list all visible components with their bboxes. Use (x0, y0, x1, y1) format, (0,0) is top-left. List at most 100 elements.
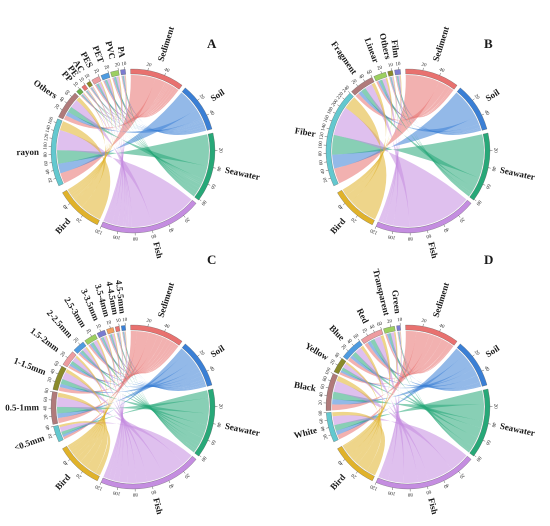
tick-mark (474, 199, 477, 202)
ribbon-yellow-to-seawater (341, 367, 483, 428)
tick-mark (427, 486, 429, 490)
source-arc-rayon (50, 118, 64, 187)
tick-mark (342, 203, 346, 206)
tick-label: 80 (319, 151, 324, 157)
ribbon-rayon-to-soil (58, 92, 197, 174)
tick-mark (326, 427, 329, 429)
source-label-red: Red (355, 307, 371, 325)
tick-mark (77, 86, 80, 89)
tick-label: 20 (183, 472, 190, 479)
ribbon-others-to-sediment (389, 77, 452, 118)
source-label-linear: Linear (363, 36, 381, 64)
target-label-sediment: Sediment (431, 281, 451, 318)
source-arc-linear (373, 71, 388, 82)
target-arc-seawater (194, 388, 216, 457)
chord-panel-a: A2040Sediment2040Soil20406080Seawater204… (16, 25, 260, 259)
ribbon-pp-to-bird (74, 92, 107, 201)
source-arc-pes (91, 76, 102, 85)
tick-label: 40 (320, 168, 326, 175)
source-arc-pp (76, 88, 84, 96)
tick-label: 20 (44, 414, 50, 420)
tick-label: 100 (112, 233, 121, 239)
target-label-soil: Soil (484, 343, 502, 360)
source-arc-2-5-3mm (84, 334, 98, 345)
target-arc-bird (337, 189, 375, 226)
tick-mark (107, 70, 109, 73)
tick-label: 240 (342, 85, 351, 94)
tick-label: 40 (483, 366, 490, 373)
tick-mark (83, 82, 86, 85)
tick-label: 20 (198, 94, 205, 101)
tick-label: 20 (362, 328, 369, 335)
tick-label: 20 (473, 350, 480, 357)
tick-label: 20 (48, 176, 55, 183)
ribbon-blue-to-sediment (347, 335, 443, 379)
tick-mark (99, 482, 102, 485)
tick-mark (342, 97, 345, 100)
tick-label: 60 (425, 232, 432, 238)
ribbon-film-to-fish (378, 75, 402, 223)
target-label-fish: Fish (426, 497, 440, 515)
ribbon-yellow-to-soil (340, 364, 474, 389)
source-label-green: Green (390, 289, 403, 314)
panel-letter: B (484, 36, 493, 51)
target-arc-sediment (130, 68, 183, 90)
tick-mark (458, 215, 461, 218)
tick-mark (199, 199, 202, 202)
tick-label: 20 (183, 216, 190, 223)
target-label-soil: Soil (484, 87, 502, 104)
tick-label: 20 (48, 432, 55, 439)
tick-label: 20 (198, 350, 205, 357)
tick-label: 120 (369, 483, 378, 491)
tick-label: 40 (46, 168, 52, 175)
tick-mark (356, 84, 358, 87)
tick-label: 40 (337, 203, 344, 210)
tick-label: 80 (474, 455, 481, 462)
tick-label: 100 (387, 489, 396, 495)
tick-label: 40 (321, 425, 327, 432)
ribbon-3-5-4mm-to-sediment (108, 334, 177, 374)
source-label-0-5-1mm: 0.5-1mm (5, 402, 39, 412)
tick-label: 40 (163, 68, 170, 75)
tick-label: 160 (48, 116, 55, 125)
source-arc-1-5-2mm (62, 351, 77, 368)
tick-mark (458, 471, 461, 474)
source-arc-4-5-5mm (121, 325, 126, 331)
tick-mark (325, 387, 329, 389)
tick-mark (67, 203, 71, 206)
tick-label: 80 (319, 410, 324, 416)
target-arc-sediment (130, 324, 183, 346)
tick-mark (481, 113, 485, 116)
ribbon-1-5-2mm-to-bird (75, 355, 106, 462)
source-arc-pet (100, 72, 111, 81)
ribbon-fragment-to-sediment (355, 81, 447, 121)
tick-mark (65, 355, 68, 358)
ribbon-yellow-to-sediment (339, 334, 435, 385)
tick-label: 60 (54, 360, 61, 367)
source-arc-white (326, 412, 339, 443)
ribbon-lt-0-5mm-to-seawater (61, 390, 209, 435)
tick-label: 10 (79, 77, 86, 84)
tick-label: 20 (217, 148, 222, 154)
tick-label: 20 (76, 472, 83, 479)
tick-label: 10 (106, 320, 113, 326)
ribbon-linear-to-soil (378, 80, 481, 134)
tick-label: 100 (325, 367, 333, 376)
ribbon-white-to-soil (335, 348, 464, 436)
tick-label: 100 (44, 142, 49, 150)
tick-label: 20 (86, 328, 93, 335)
target-label-fish: Fish (151, 241, 165, 259)
target-label-bird: Bird (328, 216, 347, 236)
target-label-seawater: Seawater (499, 165, 536, 182)
tick-label: 20 (458, 472, 465, 479)
tick-mark (164, 72, 166, 76)
ribbon-green-to-fish (378, 331, 402, 478)
target-label-bird: Bird (53, 472, 72, 492)
tick-label: 40 (167, 226, 174, 233)
ribbon-blue-to-seawater (352, 352, 482, 438)
tick-mark (472, 98, 475, 101)
ribbon-linear-to-sediment (376, 81, 451, 118)
source-label-white: White (293, 425, 318, 441)
tick-label: 80 (44, 152, 49, 158)
tick-label: 10 (73, 81, 80, 88)
